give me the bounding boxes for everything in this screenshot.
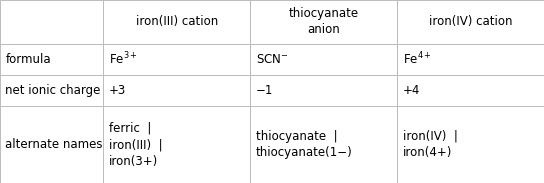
Polygon shape: [397, 0, 544, 44]
Text: formula: formula: [5, 53, 51, 66]
Text: +4: +4: [403, 84, 420, 97]
Text: alternate names: alternate names: [5, 138, 103, 151]
Polygon shape: [103, 106, 250, 183]
Text: iron(IV) cation: iron(IV) cation: [429, 15, 512, 29]
Polygon shape: [397, 44, 544, 75]
Text: net ionic charge: net ionic charge: [5, 84, 101, 97]
Text: +3: +3: [109, 84, 126, 97]
Text: Fe$^{3+}$: Fe$^{3+}$: [109, 51, 138, 68]
Polygon shape: [250, 75, 397, 106]
Text: thiocyanate  |
thiocyanate(1−): thiocyanate | thiocyanate(1−): [256, 130, 353, 159]
Polygon shape: [0, 44, 103, 75]
Polygon shape: [0, 75, 103, 106]
Text: ferric  |
iron(III)  |
iron(3+): ferric | iron(III) | iron(3+): [109, 122, 163, 168]
Polygon shape: [250, 106, 397, 183]
Polygon shape: [0, 0, 103, 44]
Text: SCN$^{-}$: SCN$^{-}$: [256, 53, 288, 66]
Polygon shape: [250, 0, 397, 44]
Polygon shape: [397, 106, 544, 183]
Polygon shape: [103, 75, 250, 106]
Polygon shape: [250, 44, 397, 75]
Text: Fe$^{4+}$: Fe$^{4+}$: [403, 51, 431, 68]
Text: −1: −1: [256, 84, 273, 97]
Text: thiocyanate
anion: thiocyanate anion: [289, 8, 358, 36]
Text: iron(III) cation: iron(III) cation: [135, 15, 218, 29]
Polygon shape: [103, 0, 250, 44]
Polygon shape: [0, 106, 103, 183]
Text: iron(IV)  |
iron(4+): iron(IV) | iron(4+): [403, 130, 458, 159]
Polygon shape: [397, 75, 544, 106]
Polygon shape: [103, 44, 250, 75]
